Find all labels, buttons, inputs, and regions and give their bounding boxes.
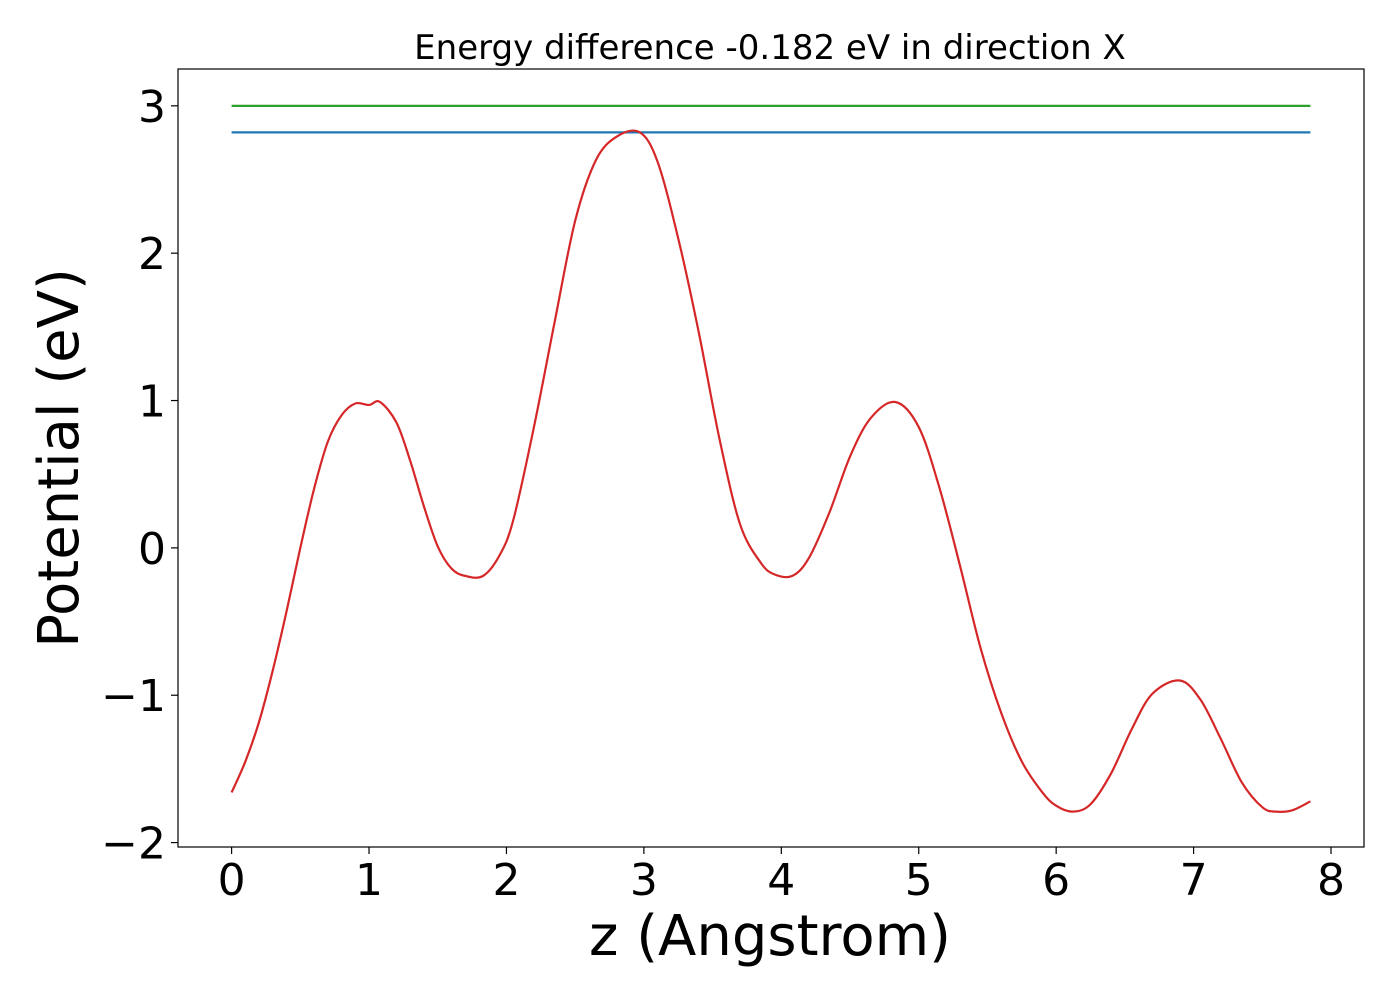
series-layer — [230, 104, 1311, 813]
x-tick-label: 8 — [1317, 855, 1345, 906]
x-tick-label: 4 — [767, 855, 795, 906]
x-tick-label: 0 — [218, 855, 246, 906]
x-tick-label: 1 — [355, 855, 383, 906]
chart-title: Energy difference -0.182 eV in direction… — [414, 28, 1126, 68]
y-axis-label: Potential (eV) — [27, 268, 92, 648]
y-tick-label: 2 — [138, 229, 166, 280]
x-axis: 0 1 2 3 4 5 6 7 8 — [218, 847, 1345, 906]
y-tick-label: −2 — [101, 819, 166, 870]
x-axis-label: z (Angstrom) — [589, 904, 951, 969]
y-tick-label: 1 — [138, 377, 166, 428]
x-tick-label: 5 — [905, 855, 933, 906]
x-tick-label: 2 — [492, 855, 520, 906]
y-axis: −2 −1 0 1 2 3 — [101, 82, 178, 870]
plot-frame — [177, 68, 1365, 848]
y-tick-label: −1 — [101, 671, 166, 722]
x-tick-label: 3 — [630, 855, 658, 906]
y-tick-label: 3 — [138, 82, 166, 133]
x-tick-label: 7 — [1180, 855, 1208, 906]
potential-curve — [230, 129, 1311, 813]
x-tick-label: 6 — [1042, 855, 1070, 906]
y-tick-label: 0 — [138, 524, 166, 575]
